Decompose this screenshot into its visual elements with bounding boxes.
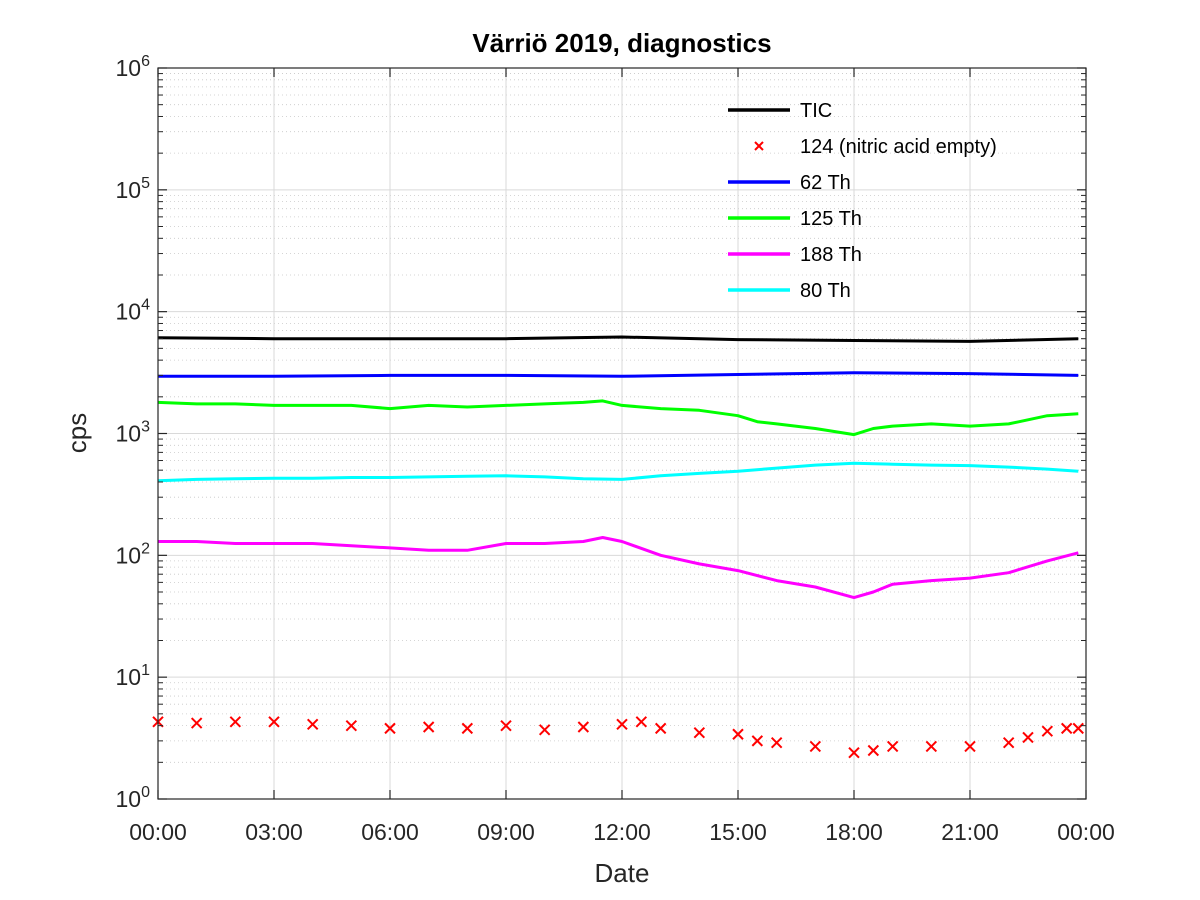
series-line — [158, 536, 1079, 600]
data-point — [770, 736, 783, 749]
series-tic — [157, 335, 1079, 343]
series-line — [157, 335, 1079, 343]
data-point — [268, 716, 280, 728]
legend-item-tic: TIC — [728, 100, 832, 122]
series-125-th — [157, 399, 1079, 437]
x-tick-label: 00:00 — [1057, 819, 1115, 845]
data-point — [500, 719, 512, 732]
data-point — [1041, 725, 1054, 737]
data-point — [345, 719, 358, 732]
data-point — [751, 735, 764, 747]
data-point — [809, 740, 822, 753]
legend-item-62-th: 62 Th — [728, 172, 851, 194]
data-point — [867, 744, 880, 757]
x-tick-label: 12:00 — [593, 819, 651, 845]
legend: TIC 124 (nitric acid empty) 62 Th 125 Th 188… — [728, 100, 997, 302]
y-tick-label: 103 — [116, 419, 151, 447]
data-point — [886, 740, 899, 753]
y-axis-label: cps — [62, 413, 92, 453]
y-tick-label: 106 — [116, 53, 151, 81]
legend-item-125-th: 125 Th — [728, 208, 862, 230]
legend-swatch — [754, 141, 764, 151]
series-line — [157, 461, 1079, 483]
x-axis-label: Date — [595, 858, 650, 888]
series-line — [157, 399, 1079, 437]
data-point — [306, 718, 319, 731]
x-tick-label: 21:00 — [941, 819, 999, 845]
data-point — [538, 724, 551, 736]
data-point — [1060, 722, 1073, 735]
y-tick-label: 101 — [116, 662, 151, 690]
y-tick-label: 104 — [116, 297, 151, 325]
legend-label: 188 Th — [800, 244, 862, 266]
series-line — [158, 371, 1079, 378]
data-point — [964, 740, 976, 753]
series-80-th — [157, 461, 1079, 483]
data-point — [925, 740, 938, 753]
chart-title: Värriö 2019, diagnostics — [472, 28, 771, 58]
data-point — [732, 728, 744, 740]
y-tick-label: 105 — [116, 175, 151, 203]
data-point — [693, 727, 706, 739]
data-point — [422, 721, 435, 733]
data-point — [1002, 736, 1015, 749]
x-tick-label: 15:00 — [709, 819, 767, 845]
legend-item-80-th: 80 Th — [728, 280, 851, 302]
y-tick-label: 100 — [116, 784, 151, 812]
series-124-nitric-acid-empty — [152, 716, 1084, 759]
x-tick-label: 00:00 — [129, 819, 187, 845]
legend-item-188-th: 188 Th — [728, 244, 862, 266]
legend-label: 125 Th — [800, 208, 862, 230]
legend-label: 80 Th — [800, 280, 851, 302]
series-188-th — [158, 536, 1079, 600]
data-point — [1072, 722, 1084, 735]
y-tick-label: 102 — [116, 540, 151, 568]
x-tick-label: 09:00 — [477, 819, 535, 845]
series-62-th — [158, 371, 1079, 378]
legend-label: TIC — [800, 100, 832, 122]
data-point — [848, 746, 860, 759]
data-point — [577, 721, 590, 733]
data-point — [654, 722, 667, 735]
data-point — [461, 722, 474, 735]
data-point — [190, 717, 203, 729]
data-point — [635, 716, 648, 728]
data-point — [229, 716, 242, 728]
x-tick-label: 03:00 — [245, 819, 303, 845]
legend-label: 62 Th — [800, 172, 851, 194]
legend-label: 124 (nitric acid empty) — [800, 136, 997, 158]
data-point — [1022, 731, 1034, 744]
legend-item-124-nitric-acid-empty: 124 (nitric acid empty) — [754, 136, 997, 158]
x-tick-label: 18:00 — [825, 819, 883, 845]
data-point — [616, 718, 628, 731]
data-point — [384, 722, 396, 735]
x-tick-label: 06:00 — [361, 819, 419, 845]
